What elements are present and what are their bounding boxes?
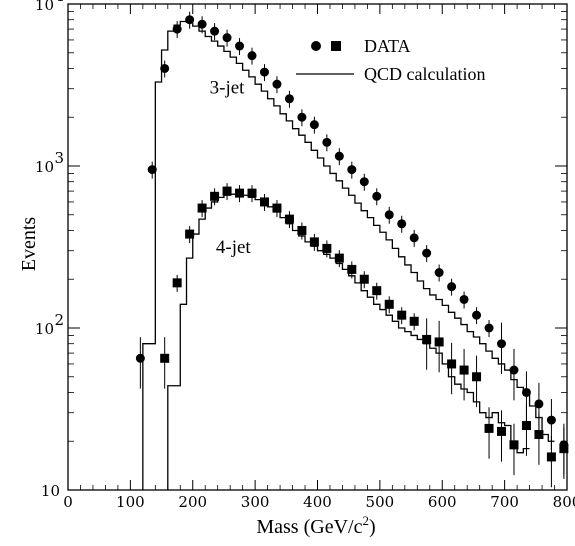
data-point-3-jet xyxy=(397,219,407,229)
y-axis-title: Events xyxy=(18,217,40,272)
data-point-4-jet xyxy=(160,353,170,363)
data-point-3-jet xyxy=(309,120,319,130)
data-point-4-jet xyxy=(210,191,220,201)
y-tick-label-exponent: 2 xyxy=(54,311,64,329)
x-tick-label: 0 xyxy=(63,493,73,511)
legend-circle-marker xyxy=(311,41,321,51)
data-point-3-jet xyxy=(247,51,257,61)
data-point-4-jet xyxy=(497,426,507,436)
data-point-4-jet xyxy=(172,278,182,288)
y-tick-label: 10 xyxy=(41,482,60,500)
data-point-4-jet xyxy=(521,421,531,431)
data-point-3-jet xyxy=(347,165,357,175)
data-point-4-jet xyxy=(484,423,494,433)
legend-calc-label: QCD calculation xyxy=(364,64,485,84)
data-point-4-jet xyxy=(447,359,457,369)
data-point-3-jet xyxy=(272,79,282,89)
data-point-4-jet xyxy=(309,237,319,247)
data-point-3-jet xyxy=(135,353,145,363)
data-point-3-jet xyxy=(197,19,207,29)
data-point-4-jet xyxy=(284,214,294,224)
qcd-histogram-3-jet xyxy=(142,20,555,490)
x-tick-label: 600 xyxy=(428,493,457,511)
x-axis-title-text: Mass (GeV/c xyxy=(256,516,362,538)
data-point-4-jet xyxy=(297,225,307,235)
x-tick-label: 800 xyxy=(553,493,575,511)
data-point-4-jet xyxy=(559,444,569,454)
data-point-3-jet xyxy=(259,67,269,77)
data-point-3-jet xyxy=(509,365,519,375)
data-point-4-jet xyxy=(185,229,195,239)
data-point-3-jet xyxy=(422,248,432,258)
data-point-3-jet xyxy=(534,399,544,409)
data-point-3-jet xyxy=(284,94,294,104)
data-point-3-jet xyxy=(359,177,369,187)
data-point-3-jet xyxy=(546,415,556,425)
data-point-4-jet xyxy=(422,334,432,344)
annotation-3-jet: 3-jet xyxy=(210,78,246,99)
data-point-3-jet xyxy=(472,310,482,320)
data-point-3-jet xyxy=(434,268,444,278)
data-point-4-jet xyxy=(247,188,257,198)
data-point-4-jet xyxy=(222,186,232,196)
data-point-3-jet xyxy=(160,63,170,73)
data-point-4-jet xyxy=(372,286,382,296)
data-point-3-jet xyxy=(447,282,457,292)
data-point-4-jet xyxy=(472,372,482,382)
data-point-4-jet xyxy=(434,337,444,347)
x-tick-label: 200 xyxy=(178,493,207,511)
data-point-4-jet xyxy=(459,365,469,375)
data-point-3-jet xyxy=(235,41,245,51)
data-point-3-jet xyxy=(521,387,531,397)
data-point-4-jet xyxy=(197,203,207,213)
data-point-4-jet xyxy=(384,299,394,309)
x-axis-title-sup: 2 xyxy=(362,513,369,528)
data-point-4-jet xyxy=(259,197,269,207)
data-point-3-jet xyxy=(210,26,220,36)
data-point-3-jet xyxy=(172,24,182,34)
x-tick-label: 500 xyxy=(366,493,395,511)
data-point-4-jet xyxy=(546,452,556,462)
data-point-3-jet xyxy=(147,165,157,175)
x-tick-label: 100 xyxy=(116,493,145,511)
data-point-4-jet xyxy=(509,440,519,450)
data-point-4-jet xyxy=(409,316,419,326)
data-point-4-jet xyxy=(322,243,332,253)
x-axis-title: Mass (GeV/c2) xyxy=(256,513,375,538)
y-tick-label: 10 xyxy=(35,320,54,338)
data-point-3-jet xyxy=(372,191,382,201)
annotation-4-jet: 4-jet xyxy=(216,237,252,258)
data-point-4-jet xyxy=(235,188,245,198)
data-point-4-jet xyxy=(397,310,407,320)
data-point-4-jet xyxy=(334,253,344,263)
data-point-3-jet xyxy=(222,33,232,43)
x-axis-title-close: ) xyxy=(369,516,376,538)
data-point-3-jet xyxy=(334,151,344,161)
data-point-4-jet xyxy=(272,203,282,213)
data-point-3-jet xyxy=(384,210,394,220)
legend-square-marker xyxy=(331,41,341,51)
data-point-4-jet xyxy=(347,264,357,274)
data-point-3-jet xyxy=(497,339,507,349)
data-point-3-jet xyxy=(185,15,195,25)
data-point-3-jet xyxy=(409,233,419,243)
legend-data-label: DATA xyxy=(364,36,411,56)
x-tick-label: 300 xyxy=(241,493,270,511)
x-tick-label: 700 xyxy=(490,493,519,511)
x-tick-label: 400 xyxy=(303,493,332,511)
data-point-4-jet xyxy=(359,274,369,284)
data-point-4-jet xyxy=(534,430,544,440)
legend: DATA QCD calculation xyxy=(296,36,485,84)
data-point-3-jet xyxy=(322,137,332,147)
data-point-3-jet xyxy=(459,294,469,304)
y-tick-label: 10 xyxy=(35,0,54,14)
data-point-3-jet xyxy=(297,112,307,122)
y-tick-label-exponent: 4 xyxy=(54,0,64,5)
y-tick-label: 10 xyxy=(35,158,54,176)
data-point-3-jet xyxy=(484,323,494,333)
y-tick-label-exponent: 3 xyxy=(54,149,64,167)
